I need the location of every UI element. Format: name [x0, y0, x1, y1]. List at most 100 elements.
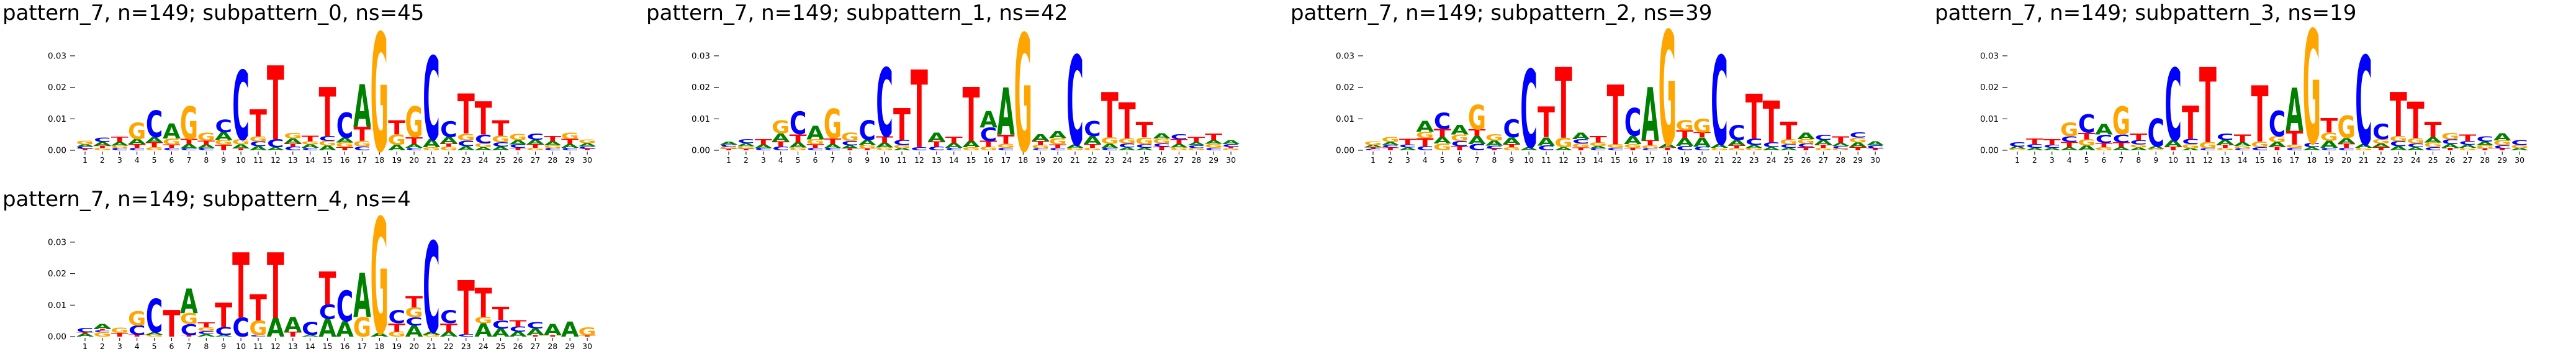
logo-letter-C: C	[1538, 145, 1555, 152]
x-tick-label: 25	[2428, 155, 2438, 165]
logo-letter-G: G	[371, 0, 389, 168]
x-tick-label: 20	[409, 155, 419, 165]
logo-letter-C: C	[737, 138, 755, 144]
x-tick-label: 22	[444, 155, 454, 165]
logo-letter-T: T	[2251, 71, 2269, 160]
x-tick-label: 15	[2255, 155, 2265, 165]
logo-letter-A: A	[250, 145, 268, 152]
logo-letter-T: T	[2234, 133, 2252, 145]
logo-letter-A: A	[2424, 137, 2442, 145]
x-tick-label: 6	[169, 155, 174, 165]
logo-letter-G: G	[163, 137, 181, 147]
logo-letter-G: G	[1170, 147, 1188, 151]
x-tick-label: 28	[1835, 155, 1845, 165]
logo-letter-A: A	[440, 330, 458, 338]
logo-letter-T: T	[76, 148, 94, 151]
logo-letter-G: G	[719, 147, 737, 150]
logo-letter-A: A	[1153, 132, 1171, 140]
logo-letter-G: G	[2233, 145, 2251, 150]
logo-letter-T: T	[544, 335, 561, 337]
logo-letter-G: G	[284, 132, 302, 141]
logo-letter-T: T	[388, 116, 405, 139]
x-tick-label: 16	[2272, 155, 2282, 165]
logo-letter-G: G	[76, 140, 94, 146]
y-tick-label: 0.00	[1980, 146, 1999, 156]
logo-letter-T: T	[1187, 136, 1205, 144]
x-tick-label: 26	[513, 155, 523, 165]
logo-letter-C: C	[1066, 30, 1084, 168]
logo-letter-A: A	[1624, 134, 1642, 147]
logo-letter-C: C	[1364, 148, 1382, 151]
logo-letter-C: C	[1572, 138, 1590, 145]
logo-letter-A: A	[927, 130, 945, 144]
logo-letter-T: T	[772, 140, 790, 148]
logo-letter-C: C	[423, 216, 440, 354]
x-tick-label: 22	[444, 342, 454, 351]
logo-letter-T: T	[1555, 48, 1572, 161]
logo-letter-C: C	[2286, 147, 2304, 151]
logo-letter-C: C	[146, 103, 163, 146]
logo-letter-C: C	[492, 141, 510, 148]
logo-letter-A: A	[858, 139, 876, 147]
logo-letter-G: G	[2441, 131, 2459, 142]
logo-letter-G: G	[215, 139, 233, 147]
x-tick-label: 23	[1105, 155, 1115, 165]
logo-letter-C: C	[198, 330, 215, 335]
logo-letter-C: C	[76, 146, 94, 150]
x-tick-label: 30	[2515, 155, 2524, 165]
x-tick-label: 9	[221, 155, 226, 165]
logo-letter-A: A	[2043, 147, 2061, 152]
logo-letter-G: G	[1676, 117, 1694, 134]
x-tick-label: 24	[479, 342, 489, 351]
logo-letter-G: G	[772, 117, 790, 138]
logo-letter-T: T	[2493, 148, 2511, 151]
logo-letter-A: A	[720, 141, 738, 146]
logo-letter-T: T	[128, 143, 146, 149]
logo-letter-C: C	[824, 148, 842, 152]
logo-letter-A: A	[1032, 132, 1050, 143]
logo-letter-G: G	[1659, 0, 1677, 168]
logo-letter-T: T	[2407, 93, 2425, 150]
logo-letter-T: T	[2096, 142, 2114, 148]
logo-letter-C: C	[457, 334, 475, 337]
logo-letter-G: G	[1797, 138, 1815, 145]
logo-letter-A: A	[76, 333, 94, 338]
y-tick-label: 0.02	[1980, 83, 1999, 93]
logo-letter-T: T	[2390, 80, 2407, 150]
x-tick-label: 1	[83, 155, 88, 165]
x-tick-label: 10	[236, 155, 246, 165]
logo-letter-A: A	[2216, 139, 2234, 147]
x-tick-label: 19	[1035, 155, 1045, 165]
logo-letter-C: C	[2009, 141, 2026, 148]
logo-letter-T: T	[2459, 133, 2476, 143]
x-tick-label: 3	[117, 342, 122, 351]
logo-letter-G: G	[1118, 137, 1136, 145]
logo-letter-T: T	[128, 334, 146, 337]
logo-letter-A: A	[2112, 147, 2130, 152]
logo-letter-A: A	[1416, 118, 1434, 135]
x-tick-label: 9	[865, 155, 870, 165]
logo-letter-A: A	[2268, 141, 2286, 148]
x-tick-label: 19	[392, 155, 402, 165]
logo-letter-G: G	[439, 146, 457, 152]
logo-letter-A: A	[1451, 122, 1469, 138]
logo-letter-C: C	[1676, 145, 1693, 152]
logo-letter-T: T	[111, 135, 129, 143]
logo-letter-T: T	[163, 143, 181, 149]
logo-letter-A: A	[1364, 145, 1382, 148]
logo-letter-T: T	[215, 297, 232, 335]
logo-letter-G: G	[405, 98, 423, 147]
logo-letter-A: A	[215, 130, 233, 142]
logo-letter-A: A	[1693, 135, 1712, 150]
x-tick-label: 22	[1732, 155, 1742, 165]
logo-letter-G: G	[1416, 130, 1434, 141]
logo-letter-C: C	[1032, 148, 1049, 151]
logo-letter-A: A	[284, 138, 302, 145]
logo-letter-A: A	[509, 330, 527, 338]
logo-letter-G: G	[249, 317, 267, 340]
logo-letter-T: T	[2286, 127, 2303, 149]
logo-letter-G: G	[145, 147, 163, 152]
logo-letter-A: A	[405, 323, 423, 341]
y-tick-label: 0.00	[48, 146, 66, 156]
logo-letter-A: A	[579, 142, 597, 147]
